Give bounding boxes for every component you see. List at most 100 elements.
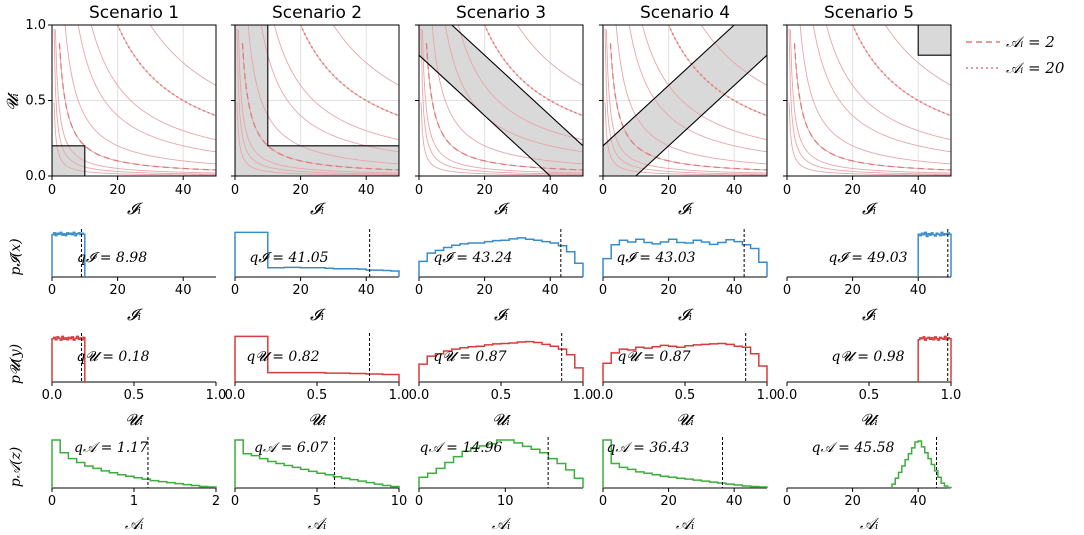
histogram-step (234, 439, 400, 488)
x-tick-label: 0 (783, 183, 791, 198)
row3-panel-0: 𝓤ᵢ q𝓤 = 0.18 0.0 0.5 1.0 (42, 333, 227, 429)
histogram-step (917, 335, 952, 382)
iso-curve (273, 25, 399, 141)
iso-curve (789, 29, 951, 174)
histogram-step (602, 238, 768, 277)
x-tick-label: 0.5 (124, 388, 145, 403)
row4-xlabel: 𝒜ᵢ (860, 514, 880, 533)
iso-curve (90, 25, 216, 141)
x-tick-label: 20 (292, 283, 309, 298)
quantile-label: q𝒜 = 6.07 (254, 440, 328, 456)
x-tick-label: 20 (109, 283, 126, 298)
x-tick-label: 0 (48, 283, 56, 298)
x-tick-label: 0.5 (491, 388, 512, 403)
iso-curve (641, 25, 767, 141)
histogram-step (891, 440, 952, 489)
iso-curve (64, 25, 216, 165)
scenario-region (52, 145, 85, 176)
x-tick-label: 40 (175, 283, 192, 298)
x-tick-label: 0 (231, 183, 239, 198)
row3-xlabel: 𝓤ᵢ (676, 410, 695, 429)
x-tick-label: 0.5 (307, 388, 328, 403)
iso-curve (299, 25, 399, 117)
iso-curve (425, 43, 583, 171)
histogram-step (602, 439, 768, 488)
legend: 𝒜ᵢ = 2 𝒜ᵢ = 20 (966, 33, 1065, 77)
iso-curve (54, 29, 216, 174)
x-tick-label: 0 (415, 183, 423, 198)
quantile-label: q𝓤 = 0.82 (246, 349, 319, 365)
iso-curve (116, 25, 216, 117)
iso-curve (420, 28, 583, 175)
row1-xlabel: 𝓘ᵢ (310, 199, 326, 218)
y-tick-label: 1.0 (25, 18, 46, 33)
x-tick-label: 20 (109, 183, 126, 198)
row3-panel-4: 𝓤ᵢ q𝓤 = 0.98 0.0 0.5 1.0 (777, 333, 961, 429)
x-tick-label: 20 (844, 283, 861, 298)
row1-ylabel: 𝓤ᵢ (3, 92, 22, 111)
x-tick-label: 10 (391, 494, 408, 509)
x-tick-label: 40 (542, 183, 559, 198)
iso-curve (247, 25, 399, 165)
histogram-step (234, 335, 400, 382)
row2-panel-2: 𝓘ᵢ q𝓘 = 43.24 0 20 40 (415, 229, 584, 324)
row4-xlabel: 𝒜ᵢ (492, 514, 512, 533)
row3-panel-1: 𝓤ᵢ q𝓤 = 0.82 0.0 0.5 1.0 (225, 333, 409, 429)
x-tick-label: 1.0 (206, 388, 227, 403)
x-tick-label: 0 (415, 283, 423, 298)
x-tick-label: 20 (660, 283, 677, 298)
row2-panel-3: 𝓘ᵢ q𝓘 = 43.03 0 20 40 (599, 229, 768, 324)
scenario-1-title: Scenario 1 (89, 3, 179, 23)
x-tick-label: 0.5 (675, 388, 696, 403)
histogram-step (418, 439, 584, 488)
quantile-label: q𝓤 = 0.18 (76, 349, 149, 365)
iso-curve (605, 29, 767, 174)
panel-contents (603, 25, 767, 176)
row1-panel-0: 0 20 40 0.0 0.5 1.0 𝓘ᵢ (25, 18, 217, 218)
iso-curve (236, 102, 399, 176)
scenario-region (419, 25, 583, 176)
panel-axes: 0 20 40 (599, 24, 742, 198)
iso-curve (825, 25, 951, 141)
panel-contents (235, 25, 399, 176)
x-tick-label: 20 (844, 494, 861, 509)
x-tick-label: 20 (476, 283, 493, 298)
iso-curve (149, 25, 216, 86)
iso-curve (77, 25, 216, 153)
row4-panel-0: 𝒜ᵢ q𝒜 = 1.17 0 1 2 (48, 437, 220, 533)
x-tick-label: 1 (130, 494, 138, 509)
row4-panel-4: 𝒜ᵢ q𝒜 = 45.58 0 20 40 (783, 437, 952, 533)
quantile-label: q𝓤 = 0.87 (433, 349, 506, 365)
row2-xlabel: 𝓘ᵢ (494, 305, 510, 324)
legend-label-a2: 𝒜ᵢ = 2 (1006, 33, 1055, 51)
histogram-step (51, 439, 217, 488)
panel-contents (787, 25, 951, 176)
scenario-5-title: Scenario 5 (824, 3, 914, 23)
row2-panel-1: 𝓘ᵢ q𝓘 = 41.05 0 20 40 (231, 229, 400, 324)
quantile-label: q𝓤 = 0.98 (831, 349, 904, 365)
row4-ylabel: p𝒜(z) (8, 447, 24, 488)
x-tick-label: 2 (212, 494, 220, 509)
histogram-step (51, 335, 86, 382)
quantile-label: q𝒜 = 1.17 (74, 440, 148, 456)
quantile-label: q𝒜 = 45.58 (812, 440, 895, 456)
iso-curve (667, 25, 767, 117)
x-tick-label: 0.0 (409, 388, 430, 403)
iso-curve (444, 25, 583, 153)
iso-curve (628, 25, 767, 153)
row2-panel-4: 𝓘ᵢ q𝓘 = 49.03 0 20 40 (783, 229, 952, 324)
histogram-step (51, 231, 86, 277)
iso-curve (788, 28, 951, 175)
iso-curve (260, 25, 399, 153)
panel-axes: 0 20 40 0.0 0.5 1.0 (25, 18, 191, 198)
x-tick-label: 10 (497, 494, 514, 509)
x-tick-label: 40 (726, 494, 743, 509)
x-tick-label: 20 (844, 183, 861, 198)
x-tick-label: 1.0 (573, 388, 594, 403)
panel-axes: 0 20 40 (783, 24, 927, 198)
x-tick-label: 20 (660, 183, 677, 198)
x-tick-label: 20 (292, 183, 309, 198)
x-tick-label: 0.0 (225, 388, 246, 403)
x-tick-label: 40 (910, 183, 927, 198)
panel-axes: 0 20 40 (231, 24, 374, 198)
